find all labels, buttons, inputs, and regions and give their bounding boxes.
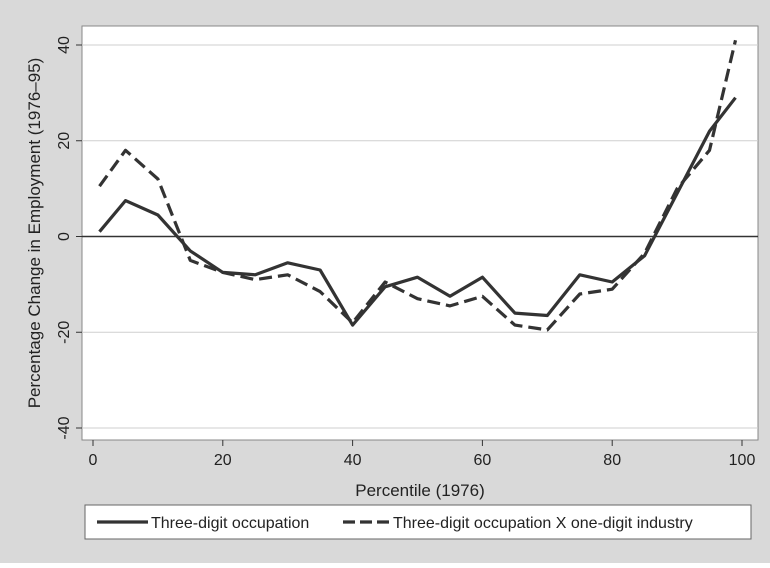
y-tick-label: 20 (56, 132, 73, 150)
legend-label-three-digit-x-industry: Three-digit occupation X one-digit indus… (393, 515, 693, 532)
x-tick-label: 80 (603, 452, 621, 469)
x-tick-label: 20 (214, 452, 232, 469)
x-tick-label: 60 (474, 452, 492, 469)
y-tick-label: -40 (56, 416, 73, 439)
x-tick-label: 40 (344, 452, 362, 469)
y-axis-label: Percentage Change in Employment (1976–95… (25, 58, 44, 409)
legend: Three-digit occupation Three-digit occup… (85, 505, 751, 539)
y-tick-label: -20 (56, 321, 73, 344)
x-tick-label: 100 (729, 452, 756, 469)
x-axis-label: Percentile (1976) (355, 481, 484, 500)
y-tick-label: 40 (56, 36, 73, 54)
y-tick-label: 0 (56, 232, 73, 241)
x-tick-label: 0 (89, 452, 98, 469)
legend-label-three-digit: Three-digit occupation (151, 515, 309, 532)
